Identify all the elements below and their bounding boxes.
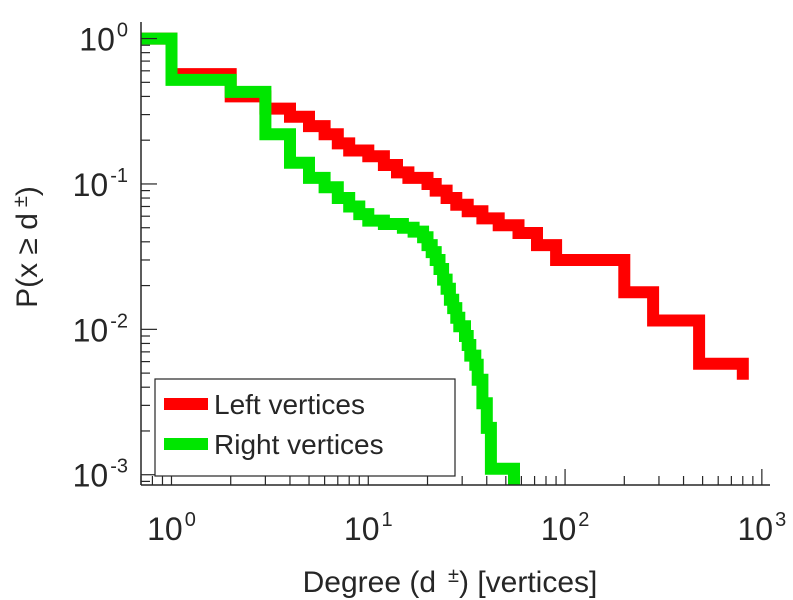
x-tick-base: 10 (147, 511, 183, 547)
y-tick-base: 10 (79, 22, 115, 58)
x-tick-exponent: 1 (382, 509, 393, 531)
y-tick-exponent: -3 (110, 456, 128, 478)
y-axis-label-pre: P(x ≥ d (11, 213, 44, 308)
x-tick-exponent: 0 (185, 509, 196, 531)
x-axis-label-post: ) [vertices] (459, 566, 597, 599)
y-tick-exponent: -2 (110, 310, 128, 332)
series-layer (141, 32, 749, 485)
y-tick-label: 10 -3 (73, 456, 128, 494)
x-tick-base: 10 (737, 511, 773, 547)
x-tick-label: 10 0 (147, 509, 196, 547)
axes-layer (140, 22, 770, 486)
x-axis-label-sup: ± (448, 565, 459, 587)
series-line-right-vertices (141, 32, 520, 485)
legend-label-right-vertices: Right vertices (214, 429, 384, 460)
y-tick-exponent: -1 (110, 165, 128, 187)
y-tick-base: 10 (73, 458, 109, 494)
y-axis-label: P(x ≥ d ±) (10, 186, 44, 308)
legend-box (154, 378, 456, 477)
x-tick-label: 10 3 (737, 509, 786, 547)
y-axis-label-sup: ± (10, 196, 32, 207)
x-tick-base: 10 (344, 511, 380, 547)
series-line-left-vertices (141, 32, 749, 380)
ticklabel-layer: 10 0 10 1 10 2 10 310 010 -110 -210 -3 (73, 20, 787, 547)
y-tick-label: 10 -1 (73, 165, 128, 203)
x-tick-label: 10 2 (541, 509, 590, 547)
x-tick-exponent: 2 (578, 509, 589, 531)
y-tick-base: 10 (73, 167, 109, 203)
x-tick-base: 10 (541, 511, 577, 547)
y-tick-label: 10 0 (79, 20, 128, 58)
legend: Left vertices Right vertices (154, 378, 456, 477)
x-axis-label-pre: Degree (d (303, 566, 436, 599)
x-tick-label: 10 1 (344, 509, 393, 547)
y-axis-label-post: ) (11, 186, 44, 196)
x-tick-exponent: 3 (775, 509, 786, 531)
y-tick-label: 10 -2 (73, 310, 128, 348)
y-tick-base: 10 (73, 312, 109, 348)
x-axis-label: Degree (d ±) [vertices] (303, 565, 598, 599)
legend-label-left-vertices: Left vertices (214, 389, 365, 420)
y-tick-exponent: 0 (117, 20, 128, 42)
